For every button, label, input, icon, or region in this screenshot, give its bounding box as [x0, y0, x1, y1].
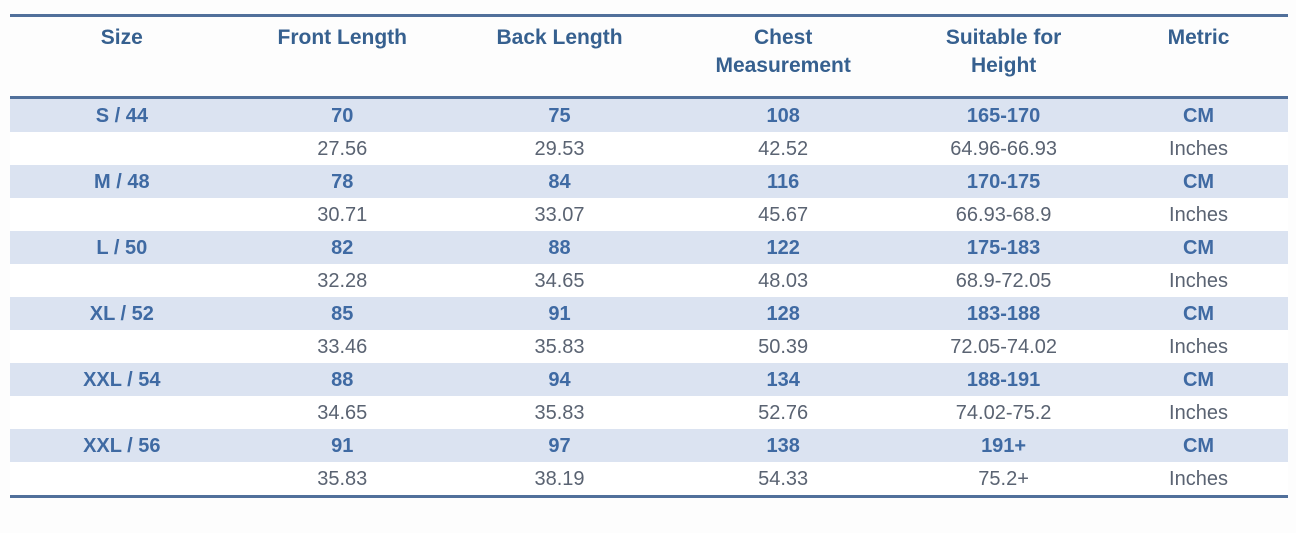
- cell-chest-measurement: 42.52: [668, 132, 899, 165]
- cell-metric: CM: [1109, 231, 1288, 264]
- cell-back-length: 38.19: [450, 462, 669, 497]
- cell-chest-measurement: 54.33: [668, 462, 899, 497]
- cell-metric: CM: [1109, 429, 1288, 462]
- cell-size: [10, 330, 234, 363]
- cell-suitable-height: 66.93-68.9: [898, 198, 1110, 231]
- column-header-suitable-for-height: Suitable for Height: [898, 15, 1110, 99]
- cell-metric: Inches: [1109, 462, 1288, 497]
- cell-back-length: 34.65: [450, 264, 669, 297]
- cell-front-length: 34.65: [233, 396, 451, 429]
- cell-chest-measurement: 138: [668, 429, 899, 462]
- table-header-row: Size Front Length Back Length Chest Meas…: [10, 15, 1288, 99]
- cell-front-length: 33.46: [233, 330, 451, 363]
- column-header-metric: Metric: [1109, 15, 1288, 99]
- cell-front-length: 91: [233, 429, 451, 462]
- cell-metric: Inches: [1109, 264, 1288, 297]
- cell-back-length: 84: [450, 165, 669, 198]
- cell-size: [10, 132, 234, 165]
- size-chart-table: Size Front Length Back Length Chest Meas…: [10, 14, 1288, 498]
- cell-chest-measurement: 128: [668, 297, 899, 330]
- cell-front-length: 82: [233, 231, 451, 264]
- cell-suitable-height: 64.96-66.93: [898, 132, 1110, 165]
- cell-suitable-height: 191+: [898, 429, 1110, 462]
- cell-size: S / 44: [10, 97, 234, 132]
- cell-front-length: 70: [233, 97, 451, 132]
- cell-size: [10, 396, 234, 429]
- row-l-50-inches: 32.28 34.65 48.03 68.9-72.05 Inches: [10, 264, 1288, 297]
- cell-front-length: 32.28: [233, 264, 451, 297]
- cell-chest-measurement: 48.03: [668, 264, 899, 297]
- cell-suitable-height: 75.2+: [898, 462, 1110, 497]
- cell-size: [10, 198, 234, 231]
- cell-size: XXL / 54: [10, 363, 234, 396]
- row-l-50-cm: L / 50 82 88 122 175-183 CM: [10, 231, 1288, 264]
- cell-suitable-height: 170-175: [898, 165, 1110, 198]
- cell-back-length: 33.07: [450, 198, 669, 231]
- column-header-size: Size: [10, 15, 234, 99]
- cell-front-length: 85: [233, 297, 451, 330]
- row-s-44-cm: S / 44 70 75 108 165-170 CM: [10, 97, 1288, 132]
- row-s-44-inches: 27.56 29.53 42.52 64.96-66.93 Inches: [10, 132, 1288, 165]
- cell-suitable-height: 72.05-74.02: [898, 330, 1110, 363]
- row-xxl-54-inches: 34.65 35.83 52.76 74.02-75.2 Inches: [10, 396, 1288, 429]
- cell-size: XL / 52: [10, 297, 234, 330]
- cell-front-length: 88: [233, 363, 451, 396]
- row-m-48-cm: M / 48 78 84 116 170-175 CM: [10, 165, 1288, 198]
- cell-back-length: 35.83: [450, 396, 669, 429]
- cell-metric: CM: [1109, 97, 1288, 132]
- cell-back-length: 94: [450, 363, 669, 396]
- cell-metric: Inches: [1109, 396, 1288, 429]
- row-xl-52-inches: 33.46 35.83 50.39 72.05-74.02 Inches: [10, 330, 1288, 363]
- cell-chest-measurement: 134: [668, 363, 899, 396]
- row-xl-52-cm: XL / 52 85 91 128 183-188 CM: [10, 297, 1288, 330]
- cell-metric: Inches: [1109, 330, 1288, 363]
- cell-back-length: 35.83: [450, 330, 669, 363]
- cell-front-length: 35.83: [233, 462, 451, 497]
- cell-suitable-height: 68.9-72.05: [898, 264, 1110, 297]
- cell-back-length: 88: [450, 231, 669, 264]
- cell-suitable-height: 183-188: [898, 297, 1110, 330]
- column-header-front-length: Front Length: [233, 15, 451, 99]
- cell-size: L / 50: [10, 231, 234, 264]
- cell-chest-measurement: 122: [668, 231, 899, 264]
- cell-back-length: 97: [450, 429, 669, 462]
- cell-size: [10, 462, 234, 497]
- column-header-chest-measurement: Chest Measurement: [668, 15, 899, 99]
- cell-front-length: 30.71: [233, 198, 451, 231]
- cell-suitable-height: 165-170: [898, 97, 1110, 132]
- cell-chest-measurement: 108: [668, 97, 899, 132]
- cell-chest-measurement: 45.67: [668, 198, 899, 231]
- column-header-back-length: Back Length: [450, 15, 669, 99]
- cell-chest-measurement: 50.39: [668, 330, 899, 363]
- cell-metric: CM: [1109, 297, 1288, 330]
- cell-front-length: 78: [233, 165, 451, 198]
- row-xxl-54-cm: XXL / 54 88 94 134 188-191 CM: [10, 363, 1288, 396]
- cell-suitable-height: 188-191: [898, 363, 1110, 396]
- cell-size: M / 48: [10, 165, 234, 198]
- cell-metric: CM: [1109, 363, 1288, 396]
- cell-suitable-height: 74.02-75.2: [898, 396, 1110, 429]
- cell-suitable-height: 175-183: [898, 231, 1110, 264]
- cell-front-length: 27.56: [233, 132, 451, 165]
- cell-chest-measurement: 116: [668, 165, 899, 198]
- row-xxl-56-cm: XXL / 56 91 97 138 191+ CM: [10, 429, 1288, 462]
- cell-metric: CM: [1109, 165, 1288, 198]
- cell-size: XXL / 56: [10, 429, 234, 462]
- cell-size: [10, 264, 234, 297]
- row-xxl-56-inches: 35.83 38.19 54.33 75.2+ Inches: [10, 462, 1288, 497]
- cell-back-length: 75: [450, 97, 669, 132]
- row-m-48-inches: 30.71 33.07 45.67 66.93-68.9 Inches: [10, 198, 1288, 231]
- cell-back-length: 29.53: [450, 132, 669, 165]
- cell-metric: Inches: [1109, 132, 1288, 165]
- cell-back-length: 91: [450, 297, 669, 330]
- cell-metric: Inches: [1109, 198, 1288, 231]
- cell-chest-measurement: 52.76: [668, 396, 899, 429]
